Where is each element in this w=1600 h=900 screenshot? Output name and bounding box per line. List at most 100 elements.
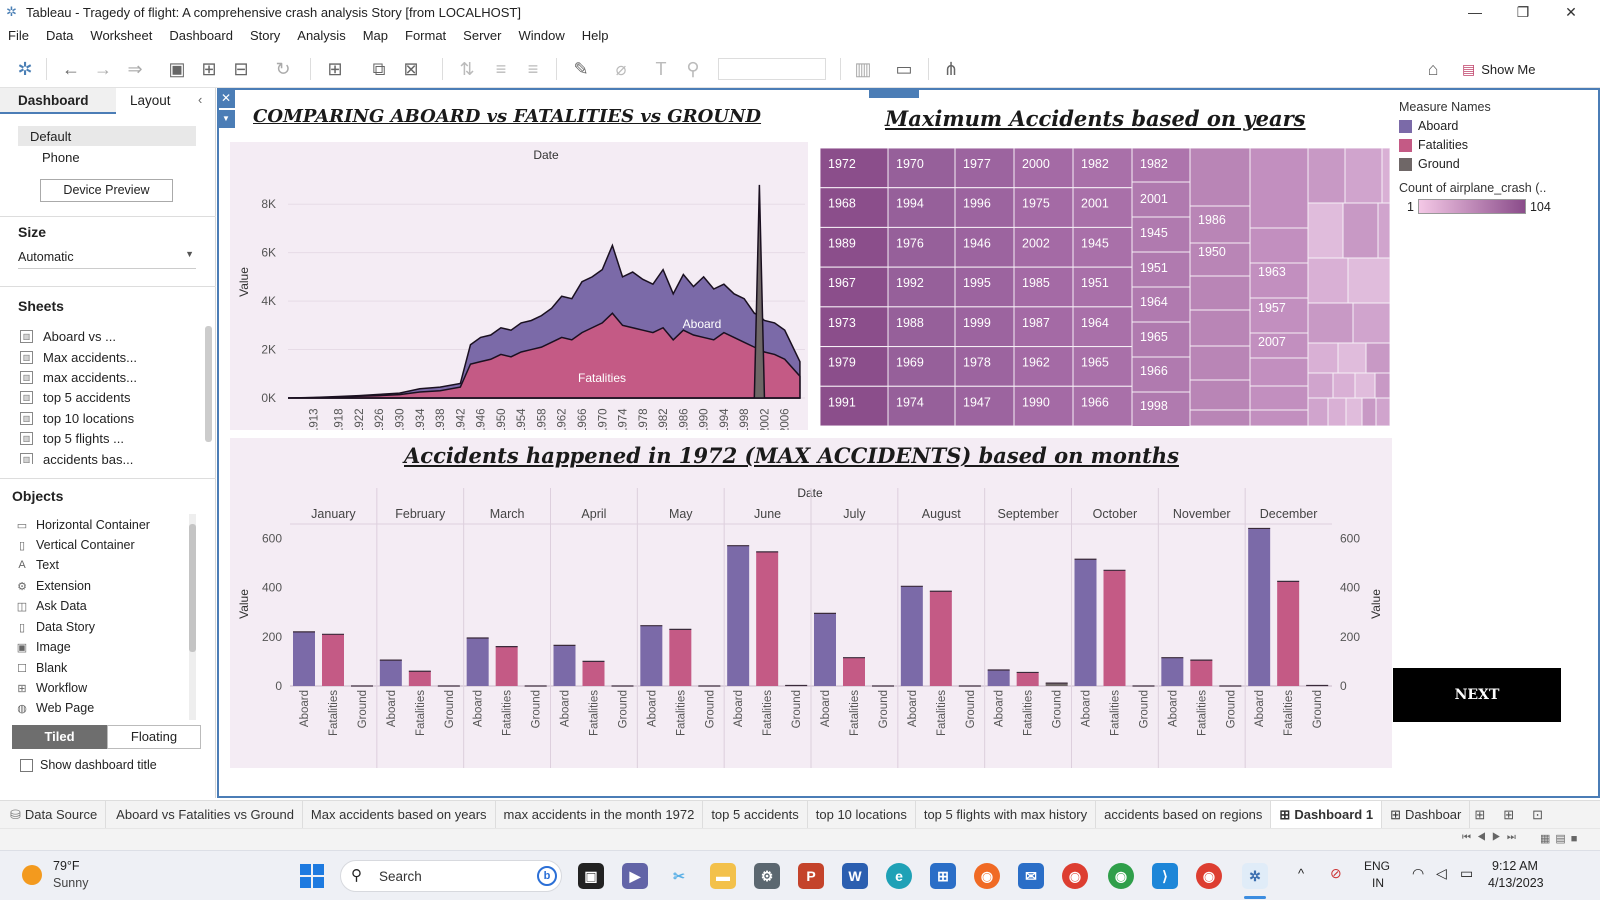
battery-icon[interactable]: ▭ (1460, 865, 1474, 881)
clear-sheet-icon[interactable]: ⊠ (403, 59, 419, 79)
menu-file[interactable]: File (8, 27, 29, 43)
bar-aboard[interactable] (814, 613, 836, 686)
powerpoint-icon[interactable]: P (798, 863, 824, 889)
tab-dashboard[interactable]: Dashboard (0, 88, 116, 114)
bar-aboard[interactable] (987, 670, 1010, 686)
tab-data-source[interactable]: ⛁ Data Source (0, 800, 107, 829)
treemap-cell[interactable] (1189, 409, 1251, 426)
floating-button[interactable]: Floating (107, 725, 201, 749)
object-blank[interactable]: ☐ Blank (16, 661, 67, 675)
bar-fatalities[interactable] (322, 634, 344, 686)
sheet-item[interactable]: ▥ max accidents... (20, 370, 137, 385)
swap-icon[interactable]: ⇒ (127, 59, 143, 79)
treemap-cell[interactable] (1352, 302, 1390, 344)
legend-item-aboard[interactable]: Aboard (1399, 119, 1589, 133)
edge-icon[interactable]: e (886, 863, 912, 889)
treemap-cell[interactable] (820, 346, 889, 387)
treemap-cell[interactable] (1249, 357, 1309, 387)
object-menu-icon[interactable]: ▼ (217, 110, 235, 128)
treemap-cell[interactable] (1131, 216, 1191, 253)
menu-story[interactable]: Story (249, 27, 281, 43)
treemap-cell[interactable] (887, 385, 956, 426)
treemap-cell[interactable] (887, 266, 956, 308)
treemap-cell[interactable] (1131, 286, 1191, 323)
sort-desc-icon[interactable]: ≡ (527, 59, 539, 79)
treemap-cell[interactable] (1131, 356, 1191, 393)
treemap-cell[interactable] (1307, 302, 1354, 344)
treemap-cell[interactable] (1337, 342, 1367, 374)
treemap-cell[interactable] (1013, 346, 1074, 387)
object-vertical-container[interactable]: ▯ Vertical Container (16, 538, 135, 552)
menu-help[interactable]: Help (581, 27, 609, 43)
treemap-cell[interactable] (1249, 227, 1309, 264)
bar-fatalities[interactable] (929, 591, 952, 686)
sheet-item[interactable]: ▥ accidents bas... (20, 452, 133, 464)
firefox-icon[interactable]: ◉ (974, 863, 1000, 889)
drag-handle[interactable] (869, 88, 919, 98)
area-series-fatalities[interactable] (287, 312, 801, 399)
sheet-item[interactable]: ▥ Aboard vs ... (20, 329, 116, 344)
object-horizontal-container[interactable]: ▭ Horizontal Container (16, 518, 150, 532)
treemap-cell[interactable] (1347, 257, 1390, 304)
menu-format[interactable]: Format (405, 27, 447, 43)
save-icon[interactable]: ▣ (168, 59, 186, 79)
sort-asc-icon[interactable]: ≡ (495, 59, 507, 79)
pause-updates-icon[interactable]: ⊟ (233, 59, 249, 79)
swap-axes-icon[interactable]: ⇅ (459, 59, 475, 79)
duplicate-sheet-icon[interactable]: ⧉ (372, 59, 386, 79)
bar-fatalities[interactable] (495, 646, 518, 686)
bar-aboard[interactable] (1161, 657, 1184, 686)
menu-worksheet[interactable]: Worksheet (90, 27, 153, 43)
new-worksheet-icon[interactable]: ⊞ (1474, 806, 1486, 822)
size-dropdown[interactable]: Automatic ▼ (18, 249, 196, 269)
tab-sheet[interactable]: max accidents in the month 1972 (496, 800, 704, 829)
clock-date[interactable]: 4/13/2023 (1488, 876, 1544, 890)
treemap-cell[interactable] (1189, 345, 1251, 381)
treemap-cell[interactable] (1072, 226, 1133, 268)
settings-icon[interactable]: ⚙ (754, 863, 780, 889)
treemap-cell[interactable] (1072, 346, 1133, 387)
menu-analysis[interactable]: Analysis (297, 27, 346, 43)
language-region[interactable]: IN (1372, 876, 1384, 890)
treemap-cell[interactable] (887, 226, 956, 268)
treemap-cell[interactable] (1365, 342, 1390, 374)
treemap-cell[interactable] (1354, 372, 1376, 399)
treemap-cell[interactable] (820, 187, 889, 228)
bar-fatalities[interactable] (1277, 581, 1300, 686)
treemap-cell[interactable] (1332, 372, 1356, 399)
snipping-tool-icon[interactable]: ✂ (673, 868, 685, 884)
bar-aboard[interactable] (379, 660, 402, 686)
treemap-cell[interactable] (1189, 275, 1251, 311)
sheet-item[interactable]: ▥ top 5 flights ... (20, 431, 124, 446)
close-object-icon[interactable]: ✕ (217, 88, 235, 108)
new-sheet-icon[interactable]: ⊞ (327, 59, 343, 79)
treemap-cell[interactable] (1307, 257, 1349, 304)
treemap-cell[interactable] (1131, 251, 1191, 288)
task-view-icon[interactable]: ▣ (578, 863, 604, 889)
tab-layout[interactable]: Layout ‹ (116, 88, 216, 114)
treemap-cell[interactable] (887, 306, 956, 348)
sheet-nav-icons[interactable]: ⏮◀▶⏭ (1462, 832, 1522, 843)
mail-icon[interactable]: ✉ (1018, 863, 1044, 889)
sheet-item[interactable]: ▥ Max accidents... (20, 350, 137, 365)
restore-icon[interactable]: ❐ (1516, 4, 1530, 20)
treemap-cell[interactable] (1249, 332, 1309, 359)
treemap-cell[interactable] (820, 385, 889, 426)
treemap-cell[interactable] (1013, 385, 1074, 426)
highlight-icon[interactable]: ✎ (573, 59, 589, 79)
presentation-icon[interactable]: ▭ (895, 59, 913, 79)
labels-icon[interactable]: T (655, 59, 667, 79)
tab-sheet[interactable]: top 5 accidents (703, 800, 808, 829)
new-dashboard-icon[interactable]: ⊞ (1503, 806, 1515, 822)
wifi-icon[interactable]: ◠ (1412, 865, 1425, 881)
chrome-icon[interactable]: ◉ (1062, 863, 1088, 889)
bar-fatalities[interactable] (582, 661, 605, 686)
next-button[interactable]: NEXT (1393, 668, 1561, 722)
bar-fatalities[interactable] (1190, 660, 1213, 686)
taskbar-search[interactable]: ⚲ Search b (340, 860, 562, 892)
treemap-cell[interactable] (1307, 397, 1329, 426)
menu-map[interactable]: Map (362, 27, 388, 43)
bar-fatalities[interactable] (669, 629, 692, 686)
treemap-cell[interactable] (1375, 397, 1390, 426)
treemap-cell[interactable] (1249, 385, 1309, 411)
